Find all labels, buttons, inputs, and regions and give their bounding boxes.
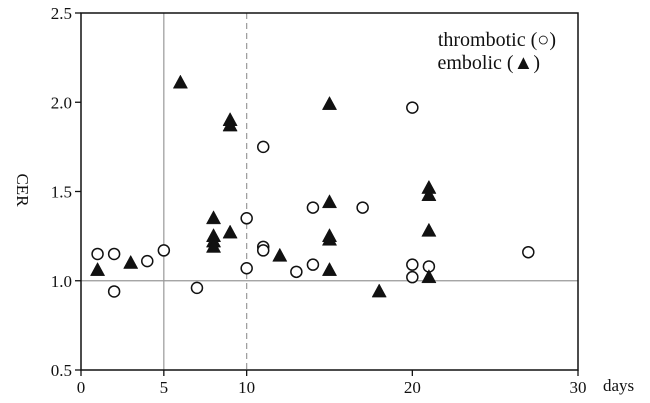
x-tick-label: 30 — [570, 378, 587, 397]
thrombotic-point — [356, 201, 369, 214]
thrombotic-point — [290, 265, 303, 279]
legend-entry-embolic: embolic (▲) — [437, 52, 540, 74]
y-tick-label: 1.5 — [51, 183, 72, 202]
thrombotic-point — [306, 201, 320, 214]
embolic-point — [421, 222, 437, 237]
thrombotic-point — [107, 247, 121, 261]
legend: thrombotic (○) embolic (▲) — [437, 29, 556, 74]
x-axis-label: days — [603, 376, 634, 395]
thrombotic-point — [406, 101, 419, 114]
embolic-point — [272, 247, 288, 262]
embolic-point — [205, 210, 222, 225]
x-tick-label: 10 — [238, 378, 255, 397]
thrombotic-point — [157, 244, 171, 257]
x-tick-label: 0 — [77, 378, 86, 397]
thrombotic-point — [190, 281, 204, 295]
y-tick-label: 2.5 — [51, 4, 72, 23]
embolic-point — [321, 96, 338, 110]
embolic-point — [321, 194, 338, 209]
embolic-point — [421, 269, 437, 284]
embolic-point — [172, 74, 188, 89]
thrombotic-point — [256, 140, 270, 154]
y-tick-label: 1.0 — [51, 272, 72, 291]
thrombotic-point — [91, 247, 104, 261]
embolic-point — [205, 238, 222, 253]
axes: 0 5 10 20 30 0.5 1.0 1.5 2.0 2.5 — [51, 4, 587, 397]
x-tick-label: 5 — [160, 378, 169, 397]
legend-entry-thrombotic: thrombotic (○) — [438, 29, 556, 51]
thrombotic-point — [306, 258, 320, 271]
embolic-point — [321, 262, 338, 276]
y-tick-label: 2.0 — [51, 93, 72, 112]
thrombotic-point — [240, 262, 253, 275]
thrombotic-point — [240, 212, 253, 225]
data-marks — [90, 74, 535, 298]
embolic-point — [222, 224, 238, 239]
thrombotic-point — [522, 245, 535, 259]
thrombotic-point — [107, 285, 121, 298]
embolic-point — [222, 117, 238, 132]
thrombotic-point — [256, 244, 270, 257]
embolic-point — [321, 231, 338, 246]
thrombotic-point — [406, 270, 419, 284]
embolic-point — [421, 187, 437, 201]
embolic-point — [123, 254, 139, 269]
thrombotic-point — [141, 254, 154, 268]
embolic-point — [90, 262, 106, 276]
embolic-point — [371, 283, 387, 298]
reference-lines — [81, 13, 578, 370]
thrombotic-point — [406, 258, 419, 271]
y-axis-label: CER — [13, 173, 32, 207]
x-tick-label: 20 — [404, 378, 421, 397]
y-tick-label: 0.5 — [51, 361, 72, 380]
